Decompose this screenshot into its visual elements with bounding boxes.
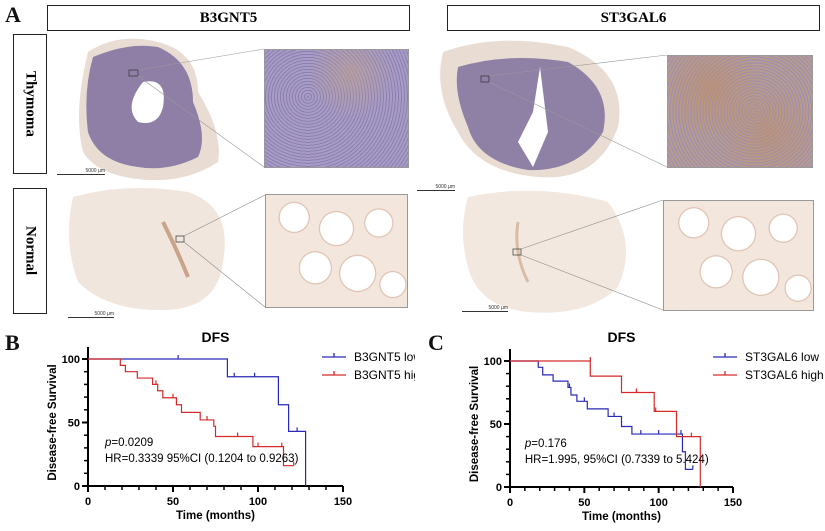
- x-tick-label: 100: [649, 497, 667, 509]
- legend-label: ST3GAL6 low: [745, 350, 819, 364]
- panel-label-b: B: [5, 330, 20, 355]
- y-tick-label: 0: [74, 481, 80, 493]
- b3gnt5-normal-zoom: [265, 194, 408, 308]
- y-tick-label: 50: [68, 418, 80, 430]
- panel-label-a: A: [5, 2, 21, 27]
- y-tick-label: 0: [496, 482, 502, 494]
- scale-bar: 5000 µm: [57, 168, 105, 175]
- km-chart-st3gal6: DFS 0 50 100 150 0 50 100 Time (months) Disease-f…: [469, 329, 824, 523]
- x-tick-label: 0: [507, 497, 513, 509]
- y-tick-label: 100: [62, 354, 80, 366]
- y-tick-label: 100: [484, 356, 502, 368]
- scale-bar: 5000 µm: [68, 311, 114, 318]
- chart-title: DFS: [202, 329, 230, 345]
- x-tick-label: 150: [334, 496, 352, 508]
- panel-label-c: C: [428, 330, 444, 355]
- column-header-st3gal6: ST3GAL6: [447, 5, 820, 31]
- hr-annotation: HR=0.3339 95%CI (0.1204 to 0.9263): [105, 453, 299, 465]
- st3gal6-thymoma-zoom: [667, 55, 813, 168]
- p-symbol: p: [104, 437, 112, 449]
- hr-annotation: HR=1.995, 95%CI (0.7339 to 5.424): [525, 454, 709, 466]
- st3gal6-normal-overview: [463, 190, 664, 313]
- histology-images: [69, 38, 668, 313]
- x-axis-label: Time (months): [582, 511, 661, 523]
- row-label-text: Thymoma: [22, 71, 39, 137]
- column-header-label: ST3GAL6: [600, 9, 667, 26]
- row-label-normal: Normal: [13, 188, 47, 314]
- b3gnt5-thymoma-overview: [79, 38, 265, 181]
- st3gal6-normal-zoom: [663, 200, 814, 311]
- legend-label: B3GNT5 low: [354, 350, 415, 364]
- column-header-label: B3GNT5: [199, 9, 258, 26]
- x-tick-label: 50: [578, 497, 590, 509]
- p-value-annotation: p=0.176: [524, 438, 567, 450]
- scale-bar: 5000 µm: [417, 184, 455, 191]
- y-axis-label: Disease-free Survival: [469, 366, 481, 482]
- p-symbol: p: [524, 438, 532, 450]
- x-tick-label: 100: [249, 496, 267, 508]
- b3gnt5-thymoma-zoom: [264, 49, 409, 168]
- km-curve-0: [510, 360, 693, 470]
- legend-label: B3GNT5 high: [354, 368, 415, 382]
- y-tick-label: 50: [490, 419, 502, 431]
- km-chart-b3gnt5: DFS 0 50 100 150 0 50 100 Time (months) Disease-f…: [47, 329, 415, 522]
- y-axis-label: Disease-free Survival: [47, 364, 59, 480]
- p-value-annotation: p=0.0209: [104, 437, 153, 449]
- p-value: =0.0209: [111, 437, 153, 449]
- row-label-thymoma: Thymoma: [13, 34, 47, 174]
- x-tick-label: 50: [167, 496, 179, 508]
- row-label-text: Normal: [22, 226, 39, 276]
- legend-label: ST3GAL6 high: [745, 368, 824, 382]
- x-tick-label: 150: [724, 497, 742, 509]
- scale-bar: 5000 µm: [462, 305, 508, 312]
- x-axis-label: Time (months): [176, 510, 255, 522]
- km-curve-1: [88, 358, 294, 467]
- km-curve-0: [88, 358, 307, 486]
- b3gnt5-normal-overview: [69, 188, 266, 311]
- x-tick-label: 0: [85, 496, 91, 508]
- column-header-b3gnt5: B3GNT5: [47, 5, 410, 31]
- km-curve-1: [510, 360, 701, 487]
- st3gal6-thymoma-overview: [440, 40, 668, 178]
- chart-title: DFS: [608, 329, 636, 345]
- p-value: =0.176: [531, 438, 567, 450]
